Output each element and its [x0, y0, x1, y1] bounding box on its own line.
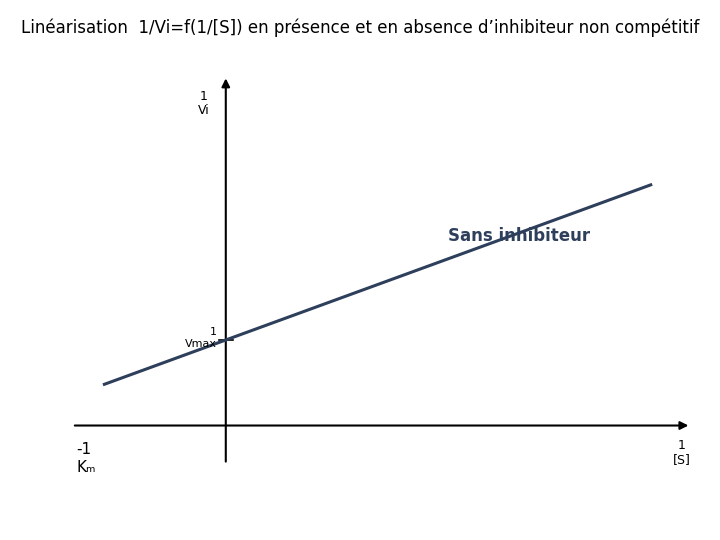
Text: 1
[S]: 1 [S] — [673, 439, 690, 466]
Text: 1
Vi: 1 Vi — [198, 90, 210, 117]
Text: 1
Vmax: 1 Vmax — [185, 327, 217, 349]
Text: -1
Kₘ: -1 Kₘ — [76, 442, 96, 475]
Text: Linéarisation  1/Vi=f(1/[S]) en présence et en absence d’inhibiteur non compétit: Linéarisation 1/Vi=f(1/[S]) en présence … — [21, 19, 699, 37]
Text: Sans inhibiteur: Sans inhibiteur — [449, 227, 590, 245]
